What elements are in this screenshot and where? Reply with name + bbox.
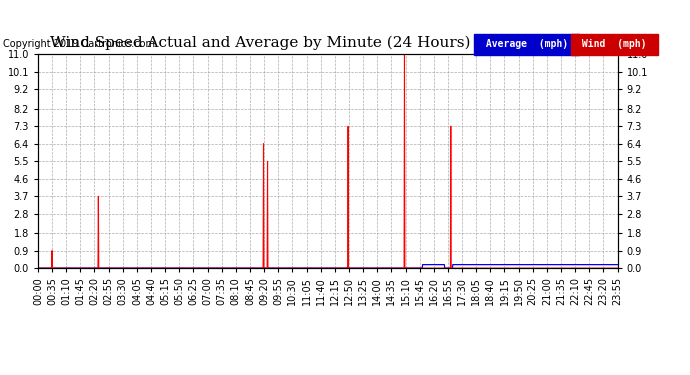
- Text: Average  (mph): Average (mph): [480, 39, 573, 50]
- Title: Wind Speed Actual and Average by Minute (24 Hours) (New) 20190227: Wind Speed Actual and Average by Minute …: [50, 36, 605, 50]
- Text: Wind  (mph): Wind (mph): [576, 39, 653, 50]
- Text: Copyright 2019 Cartronics.com: Copyright 2019 Cartronics.com: [3, 39, 155, 50]
